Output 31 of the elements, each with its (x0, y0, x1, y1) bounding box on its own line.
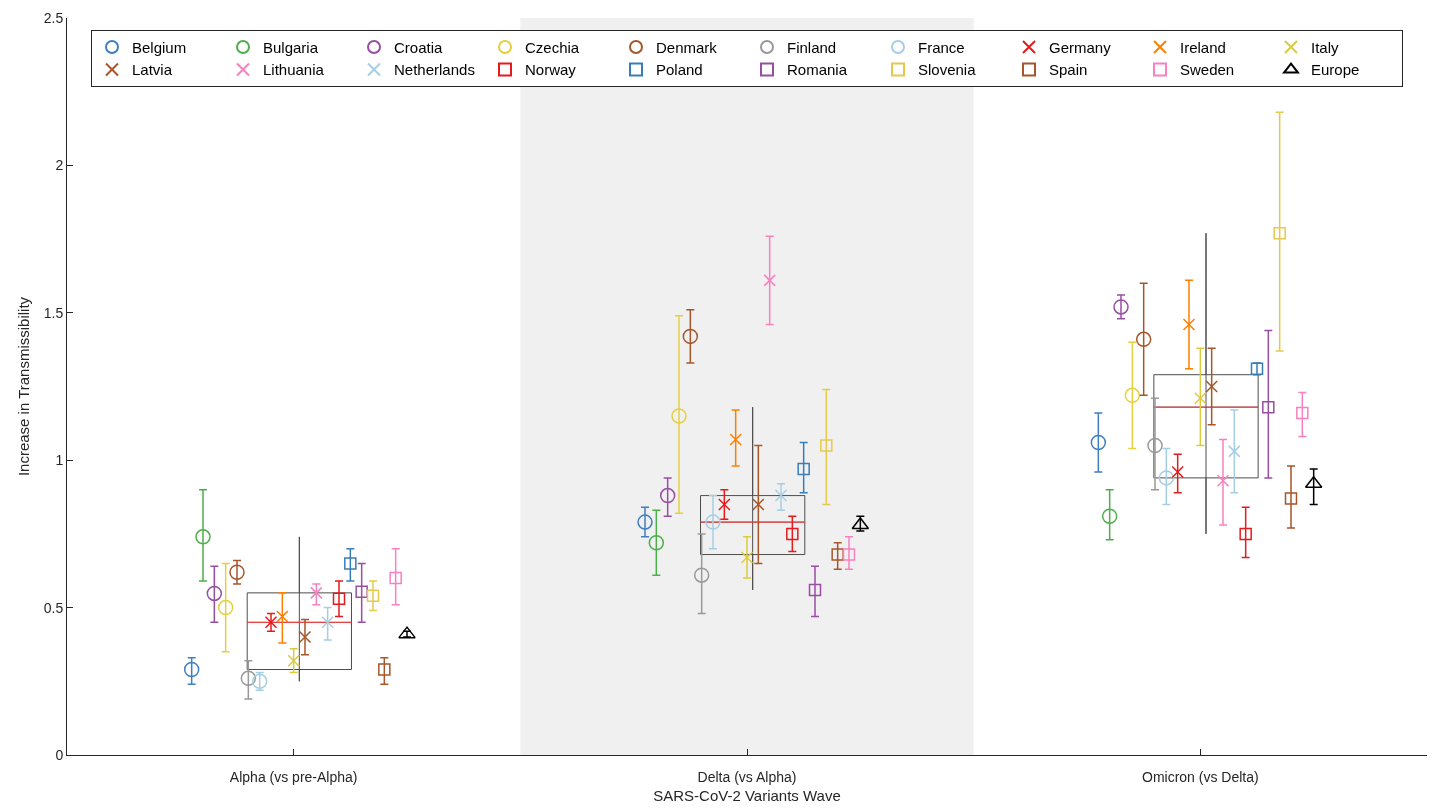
x-tick-label: Omicron (vs Delta) (1141, 768, 1259, 785)
x-tick-label: Alpha (vs pre-Alpha) (229, 768, 358, 785)
legend-label: Latvia (132, 61, 173, 79)
legend-label: Belgium (132, 38, 187, 56)
legend-label: Finland (787, 38, 837, 56)
y-tick-label: 0 (55, 746, 64, 763)
legend-label: Sweden (1180, 61, 1235, 79)
legend-label: Denmark (656, 38, 718, 56)
y-axis-title: Increase in Transmissibility (14, 296, 32, 477)
y-tick-label: 0.5 (43, 599, 64, 616)
legend-label: Europe (1311, 61, 1360, 79)
legend-label: Romania (787, 61, 848, 79)
y-tick-label: 2.5 (43, 9, 64, 26)
x-tick-label: Delta (vs Alpha) (697, 768, 797, 785)
legend-label: Czechia (525, 38, 580, 56)
legend-label: Poland (656, 61, 703, 79)
legend-label: Netherlands (394, 61, 475, 79)
y-tick-label: 1.5 (43, 304, 64, 321)
legend-label: France (918, 38, 965, 56)
legend-label: Spain (1049, 61, 1088, 79)
legend-label: Lithuania (263, 61, 325, 79)
x-axis-title: SARS-CoV-2 Variants Wave (653, 786, 841, 804)
legend-label: Germany (1049, 38, 1112, 56)
legend-label: Ireland (1180, 38, 1226, 56)
legend-label: Croatia (394, 38, 444, 56)
y-tick-label: 2 (55, 157, 64, 174)
legend-label: Italy (1311, 38, 1340, 56)
legend-label: Bulgaria (263, 38, 319, 56)
y-tick-label: 1 (55, 452, 64, 469)
legend-label: Slovenia (918, 61, 977, 79)
legend-label: Norway (525, 61, 577, 79)
